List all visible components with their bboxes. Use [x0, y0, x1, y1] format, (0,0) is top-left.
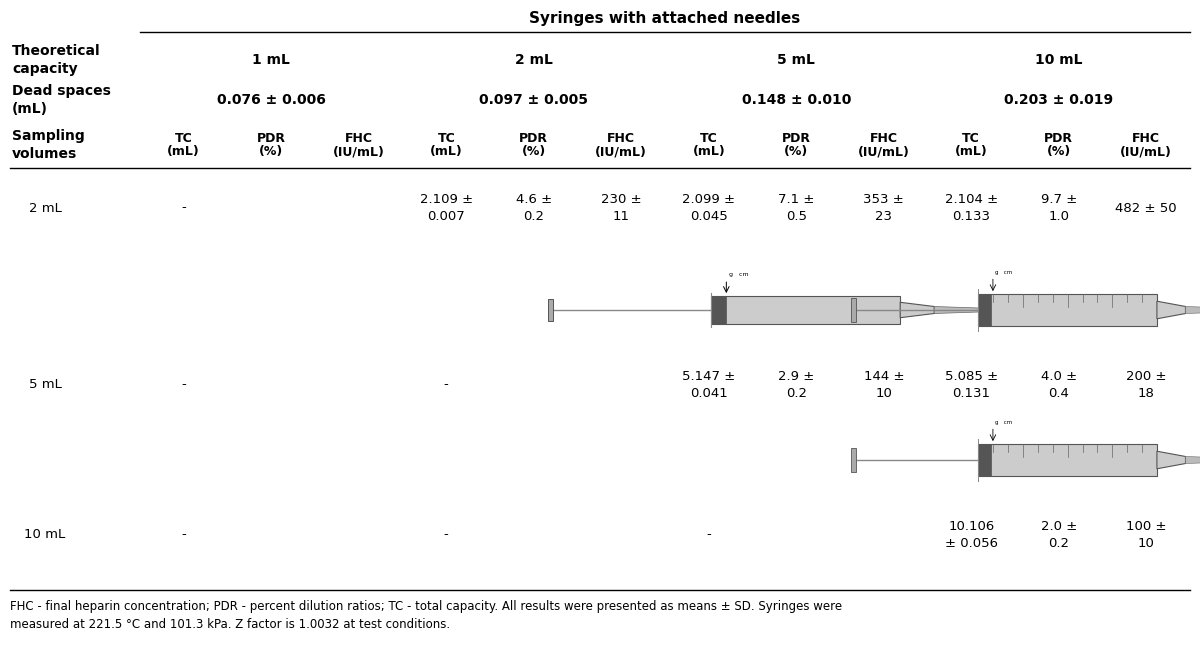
- Bar: [547, 299, 553, 321]
- Text: 2.099 ±
0.045: 2.099 ± 0.045: [683, 193, 736, 223]
- Text: 200 ±
18: 200 ± 18: [1126, 370, 1166, 400]
- Text: -: -: [444, 529, 449, 542]
- Text: 230 ±
11: 230 ± 11: [601, 193, 642, 223]
- Bar: [712, 296, 726, 324]
- Text: -: -: [181, 529, 186, 542]
- Bar: [978, 294, 991, 326]
- Text: PDR: PDR: [257, 131, 286, 145]
- Polygon shape: [1157, 301, 1186, 319]
- Text: -: -: [181, 201, 186, 214]
- Text: FHC - final heparin concentration; PDR - percent dilution ratios; TC - total cap: FHC - final heparin concentration; PDR -…: [10, 600, 842, 631]
- Text: (mL): (mL): [430, 145, 463, 159]
- Text: Dead spaces
(mL): Dead spaces (mL): [12, 84, 110, 116]
- Polygon shape: [935, 307, 1038, 313]
- Text: 2.0 ±
0.2: 2.0 ± 0.2: [1040, 520, 1076, 550]
- Text: (%): (%): [259, 145, 283, 159]
- Bar: [851, 298, 856, 322]
- Text: (mL): (mL): [167, 145, 200, 159]
- Text: g   cm: g cm: [730, 272, 749, 277]
- Text: 5 mL: 5 mL: [29, 378, 61, 392]
- Bar: [978, 444, 991, 476]
- Text: FHC: FHC: [870, 131, 898, 145]
- Text: (%): (%): [1046, 145, 1070, 159]
- Text: (IU/mL): (IU/mL): [858, 145, 910, 159]
- Text: 10.106
± 0.056: 10.106 ± 0.056: [944, 520, 997, 550]
- Text: 9.7 ±
1.0: 9.7 ± 1.0: [1040, 193, 1076, 223]
- Text: 2.9 ±
0.2: 2.9 ± 0.2: [778, 370, 815, 400]
- Text: g   cm: g cm: [995, 420, 1012, 426]
- Text: 353 ±
23: 353 ± 23: [863, 193, 904, 223]
- Text: (%): (%): [784, 145, 809, 159]
- Text: Sampling
volumes: Sampling volumes: [12, 129, 85, 161]
- Text: Syringes with attached needles: Syringes with attached needles: [529, 11, 800, 25]
- Text: TC: TC: [175, 131, 193, 145]
- Text: 5 mL: 5 mL: [778, 53, 815, 67]
- Text: (mL): (mL): [955, 145, 988, 159]
- Bar: [978, 294, 1157, 326]
- Text: 5.085 ±
0.131: 5.085 ± 0.131: [944, 370, 998, 400]
- Polygon shape: [1157, 452, 1186, 469]
- Text: (IU/mL): (IU/mL): [332, 145, 385, 159]
- Bar: [978, 444, 1157, 476]
- Text: 2.104 ±
0.133: 2.104 ± 0.133: [944, 193, 998, 223]
- Bar: [712, 296, 900, 324]
- Text: 2.109 ±
0.007: 2.109 ± 0.007: [420, 193, 473, 223]
- Text: TC: TC: [700, 131, 718, 145]
- Text: (IU/mL): (IU/mL): [595, 145, 647, 159]
- Text: FHC: FHC: [344, 131, 373, 145]
- Text: 482 ± 50: 482 ± 50: [1116, 201, 1177, 214]
- Text: 0.203 ± 0.019: 0.203 ± 0.019: [1004, 93, 1114, 107]
- Text: 10 mL: 10 mL: [24, 529, 66, 542]
- Text: 4.0 ±
0.4: 4.0 ± 0.4: [1040, 370, 1076, 400]
- Text: -: -: [181, 378, 186, 392]
- Text: g   cm: g cm: [995, 270, 1012, 276]
- Polygon shape: [900, 302, 935, 317]
- Text: (%): (%): [522, 145, 546, 159]
- Text: 0.097 ± 0.005: 0.097 ± 0.005: [479, 93, 588, 107]
- Text: 7.1 ±
0.5: 7.1 ± 0.5: [778, 193, 815, 223]
- Text: (mL): (mL): [692, 145, 725, 159]
- Text: 4.6 ±
0.2: 4.6 ± 0.2: [516, 193, 552, 223]
- Text: -: -: [444, 378, 449, 392]
- Text: FHC: FHC: [1133, 131, 1160, 145]
- Text: 5.147 ±
0.041: 5.147 ± 0.041: [682, 370, 736, 400]
- Text: PDR: PDR: [781, 131, 811, 145]
- Polygon shape: [1186, 307, 1200, 313]
- Text: TC: TC: [437, 131, 455, 145]
- Text: 2 mL: 2 mL: [29, 201, 61, 214]
- Text: FHC: FHC: [607, 131, 635, 145]
- Text: PDR: PDR: [1044, 131, 1073, 145]
- Text: Theoretical
capacity: Theoretical capacity: [12, 44, 101, 76]
- Text: 144 ±
10: 144 ± 10: [864, 370, 904, 400]
- Text: 0.148 ± 0.010: 0.148 ± 0.010: [742, 93, 851, 107]
- Text: -: -: [707, 529, 712, 542]
- Text: (IU/mL): (IU/mL): [1121, 145, 1172, 159]
- Text: 2 mL: 2 mL: [515, 53, 553, 67]
- Text: 10 mL: 10 mL: [1034, 53, 1082, 67]
- Text: 100 ±
10: 100 ± 10: [1126, 520, 1166, 550]
- Text: TC: TC: [962, 131, 980, 145]
- Text: 0.076 ± 0.006: 0.076 ± 0.006: [217, 93, 325, 107]
- Text: 1 mL: 1 mL: [252, 53, 290, 67]
- Polygon shape: [1186, 456, 1200, 463]
- Bar: [851, 448, 856, 472]
- Text: PDR: PDR: [520, 131, 548, 145]
